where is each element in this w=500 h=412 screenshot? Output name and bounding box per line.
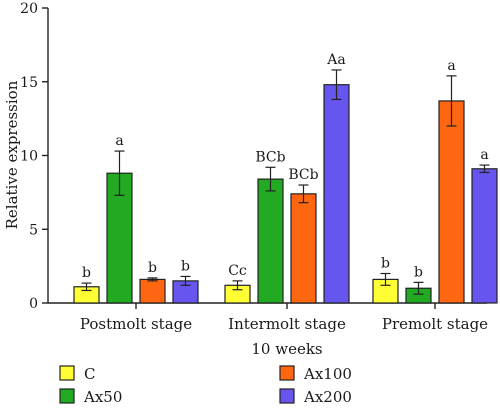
bar — [290, 193, 317, 304]
data-label: a — [480, 147, 488, 163]
data-label: BCb — [255, 149, 285, 165]
legend-swatch — [279, 365, 295, 381]
legend-label: Ax200 — [303, 388, 352, 406]
data-label: b — [414, 264, 423, 280]
y-tick-label: 20 — [20, 1, 38, 17]
bar — [257, 178, 284, 304]
labels: Postmolt stage b a b b Intermolt stage Cc BCbBC… — [80, 52, 489, 333]
data-label: Cc — [228, 263, 247, 279]
data-label: b — [181, 258, 190, 274]
bars — [73, 69, 498, 304]
legend-label: Ax100 — [303, 365, 352, 383]
x-axis-label: 10 weeks — [251, 340, 322, 358]
bar — [438, 100, 465, 304]
legend-label: C — [84, 365, 95, 383]
y-tick-label: 5 — [29, 222, 38, 238]
category-label: Intermolt stage — [228, 315, 346, 333]
data-label: b — [148, 260, 157, 276]
data-label: a — [115, 133, 123, 149]
data-label: b — [381, 256, 390, 272]
data-label: BCb — [288, 167, 318, 183]
data-label: a — [447, 58, 455, 74]
category-label: Premolt stage — [382, 315, 488, 333]
y-tick-label: 10 — [20, 149, 38, 165]
y-tick-label: 15 — [20, 75, 38, 91]
data-label: b — [82, 265, 91, 281]
bar — [139, 278, 166, 304]
category-label: Postmolt stage — [80, 315, 192, 333]
data-label: Aa — [326, 52, 345, 68]
legend: C Ax50 Ax100 Ax200 — [59, 365, 352, 406]
bar — [323, 84, 350, 304]
y-tick-label: 0 — [29, 296, 38, 312]
legend-swatch — [279, 388, 295, 404]
y-axis-label: Relative expression — [3, 80, 21, 229]
bar — [471, 168, 498, 304]
legend-swatch — [59, 388, 75, 404]
legend-swatch — [59, 365, 75, 381]
legend-label: Ax50 — [83, 388, 122, 406]
